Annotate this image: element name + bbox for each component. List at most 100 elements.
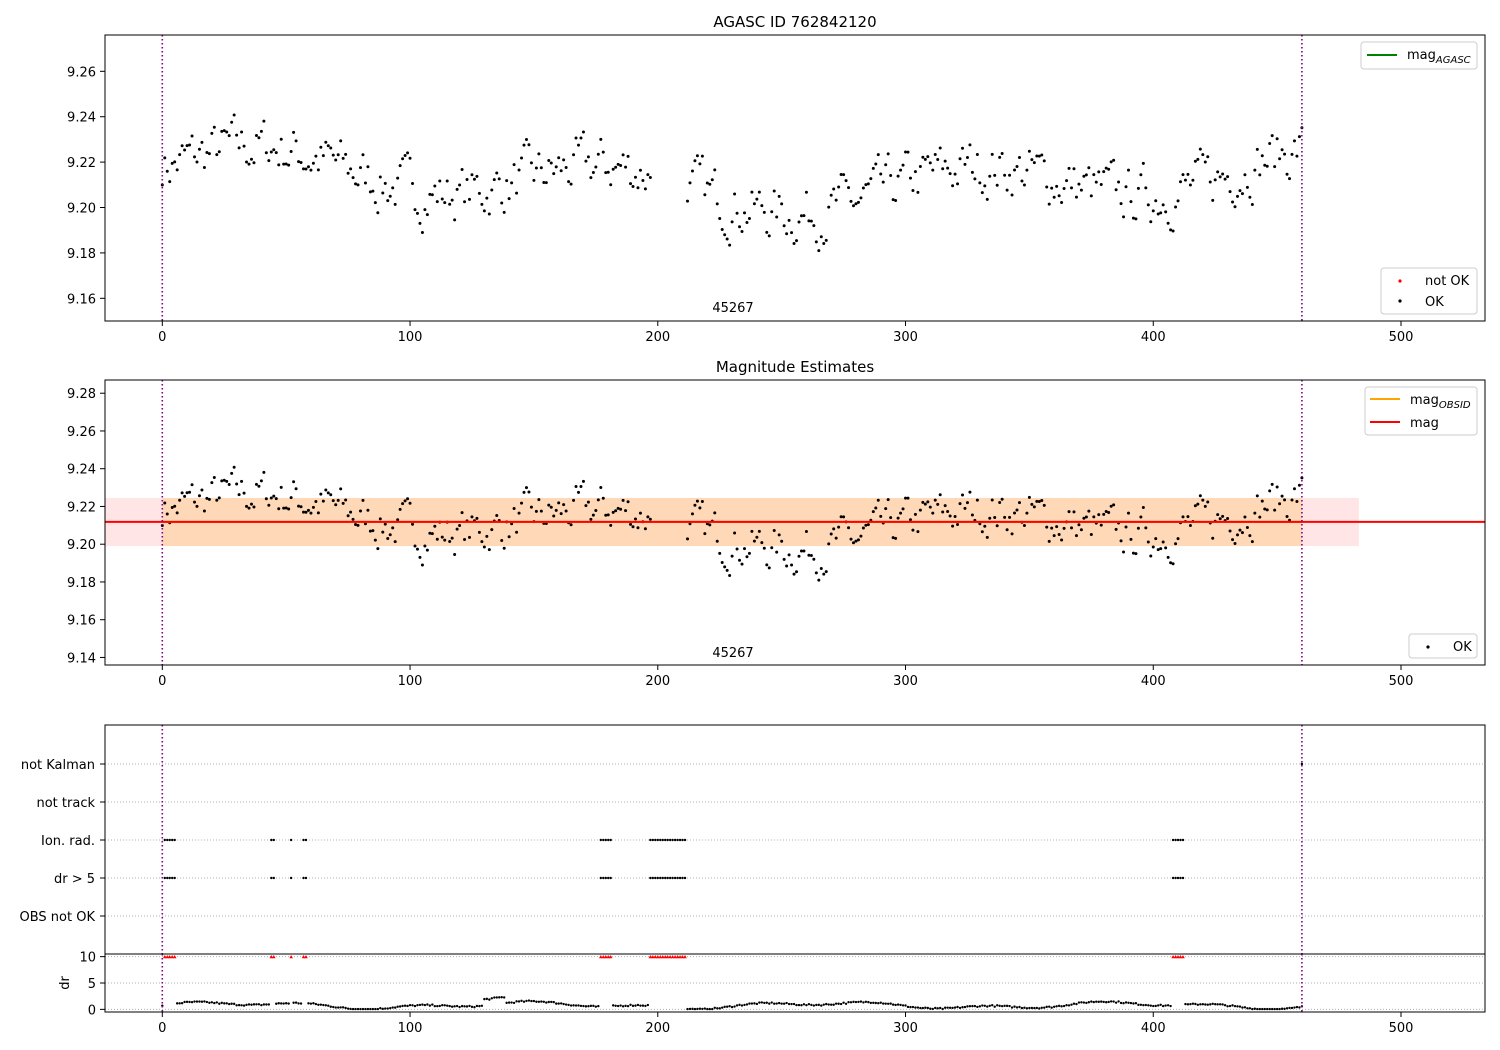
ok-point bbox=[361, 153, 365, 157]
ok-point bbox=[173, 160, 177, 164]
ok-point bbox=[393, 202, 397, 206]
ok-point bbox=[170, 161, 174, 165]
dr-clipped-marker bbox=[601, 955, 606, 959]
ok-point bbox=[440, 197, 444, 201]
dr-point bbox=[636, 1003, 640, 1007]
ok-point bbox=[549, 161, 553, 165]
ok-point bbox=[534, 166, 538, 170]
ok-point bbox=[1139, 173, 1143, 177]
ok-point bbox=[235, 133, 239, 137]
ok-point bbox=[1221, 172, 1225, 176]
ok-point bbox=[804, 529, 808, 533]
ok-point bbox=[896, 174, 900, 178]
ok-point bbox=[1000, 151, 1004, 155]
ok-point bbox=[993, 173, 997, 177]
y-tick-label: 9.20 bbox=[67, 202, 96, 217]
ok-point bbox=[626, 500, 630, 504]
flag-marker bbox=[1176, 876, 1180, 880]
ok-point bbox=[847, 186, 851, 190]
dr-point bbox=[963, 1005, 967, 1009]
ok-point bbox=[1193, 504, 1197, 508]
dr-point bbox=[262, 1003, 266, 1006]
ok-point bbox=[1290, 498, 1294, 502]
dr-point bbox=[413, 1004, 417, 1008]
dr-point bbox=[815, 1003, 818, 1007]
dr-point bbox=[735, 1004, 739, 1007]
dr-point bbox=[696, 1007, 699, 1011]
ok-point bbox=[916, 530, 920, 534]
dr-point bbox=[1107, 1000, 1110, 1004]
ok-point bbox=[522, 490, 526, 494]
ok-point bbox=[646, 173, 650, 177]
dr-point bbox=[386, 1007, 389, 1010]
dr-point bbox=[280, 1002, 283, 1005]
ok-point bbox=[552, 172, 556, 176]
ok-point bbox=[742, 211, 746, 215]
dr-point bbox=[200, 1000, 204, 1003]
ok-point bbox=[787, 218, 791, 222]
ok-point bbox=[572, 153, 576, 157]
ok-point bbox=[314, 154, 318, 158]
dr-point bbox=[1139, 1003, 1143, 1006]
ok-point bbox=[718, 551, 722, 555]
dr-point bbox=[210, 1001, 214, 1004]
ok-point bbox=[220, 129, 224, 133]
ok-point bbox=[725, 237, 729, 241]
ok-point bbox=[391, 526, 395, 530]
ok-point bbox=[584, 159, 588, 163]
ok-point bbox=[428, 192, 432, 196]
dr-point bbox=[644, 1004, 647, 1008]
ok-point bbox=[943, 159, 947, 163]
dr-clipped-marker bbox=[1171, 955, 1175, 959]
ok-point bbox=[906, 496, 910, 500]
flag-marker bbox=[664, 876, 667, 880]
flag-row-label: Ion. rad. bbox=[41, 834, 95, 849]
dr-point bbox=[423, 1003, 427, 1007]
ok-point bbox=[346, 514, 350, 518]
dr-point bbox=[1246, 1007, 1249, 1010]
ok-point bbox=[1087, 166, 1091, 170]
ok-point bbox=[425, 548, 429, 552]
dr-point bbox=[906, 1005, 910, 1009]
dr-point bbox=[1132, 1002, 1135, 1005]
ok-point bbox=[762, 546, 766, 550]
dr-point bbox=[1149, 1004, 1152, 1007]
ok-point bbox=[386, 536, 390, 540]
dr-point bbox=[966, 1005, 969, 1008]
ok-point bbox=[797, 554, 801, 558]
ok-point bbox=[297, 504, 301, 508]
ok-point bbox=[849, 537, 853, 541]
ok-point bbox=[254, 482, 258, 486]
dr-point bbox=[686, 1007, 689, 1011]
ok-point bbox=[269, 150, 273, 154]
ok-point bbox=[1253, 168, 1257, 172]
ok-point bbox=[368, 190, 372, 194]
dr-point bbox=[550, 1000, 553, 1004]
dr-point bbox=[1043, 1006, 1046, 1009]
flag-marker bbox=[302, 876, 305, 880]
ok-point bbox=[842, 173, 846, 177]
flag-marker bbox=[602, 838, 605, 842]
ok-point bbox=[1240, 531, 1244, 535]
ok-point bbox=[1052, 195, 1056, 199]
dr-point bbox=[810, 1003, 813, 1007]
dr-point bbox=[525, 999, 528, 1003]
flag-marker bbox=[1181, 838, 1185, 842]
ok-point bbox=[403, 153, 407, 157]
ok-point bbox=[212, 475, 216, 479]
ok-point bbox=[463, 200, 467, 204]
ok-point bbox=[1013, 168, 1017, 172]
ok-point bbox=[1119, 539, 1123, 543]
ok-point bbox=[1280, 148, 1284, 152]
ok-point bbox=[1000, 497, 1004, 501]
dr-point bbox=[1253, 1007, 1257, 1010]
dr-point bbox=[958, 1006, 962, 1010]
ok-point bbox=[363, 522, 367, 526]
dr-point bbox=[247, 1003, 251, 1006]
ok-point bbox=[557, 501, 561, 505]
ok-point bbox=[406, 497, 410, 501]
ok-point bbox=[1196, 502, 1200, 506]
legend-frame bbox=[1360, 41, 1478, 70]
ok-point bbox=[249, 502, 253, 506]
